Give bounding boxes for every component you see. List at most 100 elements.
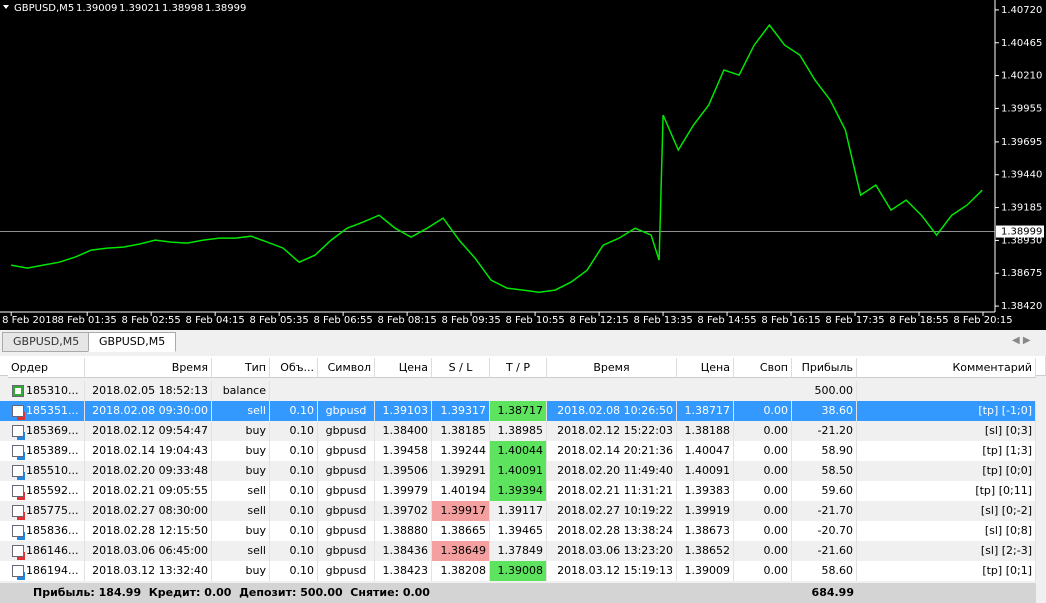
table-cell: 1.39506 [375,461,432,481]
table-cell: 1.39917 [432,501,490,521]
y-tick-label: 1.39185 [1001,203,1042,214]
y-tick-label: 1.38420 [1001,301,1042,312]
table-cell: sell [212,541,270,561]
y-tick-label: 1.38930 [1001,235,1042,246]
tab-active[interactable]: GBPUSD,M5 [88,332,177,352]
table-cell: 1.40044 [490,441,547,461]
table-cell: gbpusd [318,541,375,561]
table-cell: 2018.02.08 10:26:50 [547,401,677,421]
table-cell: buy [212,441,270,461]
table-cell: gbpusd [318,441,375,461]
table-cell: 0.10 [270,441,318,461]
table-cell: sell [212,401,270,421]
table-cell: 1.39383 [677,481,734,501]
x-tick-label: 8 Feb 06:55 [314,315,373,326]
x-tick-label: 8 Feb 16:15 [761,315,820,326]
column-header: S / L [432,358,490,378]
table-cell: 1.37849 [490,541,547,561]
table-cell: 2018.02.21 11:31:21 [547,481,677,501]
table-cell: -20.70 [792,521,857,541]
column-header: Ордер [8,358,85,378]
table-cell: 2018.02.05 18:52:13 [85,381,212,401]
tab[interactable]: GBPUSD,M5 [2,332,91,352]
row-icon [12,505,24,517]
table-cell: 1.38717 [677,401,734,421]
table-cell: [tp] [0;11] [857,481,1036,501]
table-cell: 0.00 [734,501,792,521]
table-cell: 1.39465 [490,521,547,541]
table-cell: sell [212,481,270,501]
table-cell: 0.00 [734,561,792,581]
table-cell: 2018.02.20 11:49:40 [547,461,677,481]
x-tick-label: 8 Feb 14:55 [697,315,756,326]
x-tick-label: 8 Feb 02:55 [122,315,181,326]
table-cell: 185510... [0,461,85,481]
table-cell: 59.60 [792,481,857,501]
x-tick-label: 8 Feb 05:35 [250,315,309,326]
table-cell: [tp] [-1;0] [857,401,1036,421]
table-cell: 0.10 [270,481,318,501]
table-cell: 1.39117 [490,501,547,521]
x-tick-label: 8 Feb 17:35 [825,315,884,326]
table-cell: 1.38208 [432,561,490,581]
column-header: Своп [734,358,792,378]
table-cell: 185369... [0,421,85,441]
table-cell: 0.00 [734,401,792,421]
table-cell: 2018.02.28 13:38:24 [547,521,677,541]
table-cell: gbpusd [318,481,375,501]
table-cell: 0.00 [734,461,792,481]
table-cell: 2018.02.12 15:22:03 [547,421,677,441]
current-price-label: 1.38999 [1001,227,1042,238]
y-tick-label: 1.39955 [1001,103,1042,114]
table-cell: 0.10 [270,421,318,441]
table-cell: gbpusd [318,401,375,421]
table-cell: 1.39702 [375,501,432,521]
x-tick-label: 8 Feb 04:15 [186,315,245,326]
table-cell: 0.00 [734,421,792,441]
table-cell: 2018.03.12 15:19:13 [547,561,677,581]
table-cell: 0.10 [270,521,318,541]
y-tick-label: 1.40720 [1001,5,1042,16]
table-cell: 2018.02.20 09:33:48 [85,461,212,481]
table-cell: 1.40047 [677,441,734,461]
row-icon [12,405,24,417]
current-price-box [996,225,1044,238]
table-cell: 0.10 [270,401,318,421]
footer-summary: Прибыль: 184.99 Кредит: 0.00 Депозит: 50… [33,586,430,599]
table-cell: 1.40091 [677,461,734,481]
table-cell: -21.20 [792,421,857,441]
table-cell: 1.38985 [490,421,547,441]
table-cell: 0.10 [270,541,318,561]
x-tick-label: 8 Feb 18:55 [889,315,948,326]
table-cell: 2018.02.27 10:19:22 [547,501,677,521]
table-cell: 0.00 [734,521,792,541]
table-cell: 185592... [0,481,85,501]
table-cell: 38.60 [792,401,857,421]
table-cell: 2018.03.06 13:23:20 [547,541,677,561]
table-cell: [sl] [0;-2] [857,501,1036,521]
table-cell: [tp] [0;1] [857,561,1036,581]
table-cell: 2018.02.14 20:21:36 [547,441,677,461]
table-cell: balance [212,381,270,401]
chart-background [0,0,1046,330]
table-cell: 1.38400 [375,421,432,441]
table-cell: 0.10 [270,501,318,521]
table-cell: 2018.02.12 09:54:47 [85,421,212,441]
y-tick-label: 1.40465 [1001,38,1042,49]
y-tick-label: 1.39695 [1001,137,1042,148]
table-cell: 2018.02.08 09:30:00 [85,401,212,421]
table-cell: 0.10 [270,461,318,481]
chart-menu-icon [3,5,9,9]
table-cell: gbpusd [318,521,375,541]
row-icon [12,425,24,437]
table-cell: buy [212,561,270,581]
tab-scroll[interactable]: ◀ ▶ [1012,335,1031,346]
x-tick-label: 8 Feb 10:55 [505,315,564,326]
table-cell: 185836... [0,521,85,541]
table-cell: 2018.03.06 06:45:00 [85,541,212,561]
table-cell: 2018.02.28 12:15:50 [85,521,212,541]
table-cell: 1.38717 [490,401,547,421]
table-row [0,501,1036,521]
column-header: Время [85,358,212,378]
